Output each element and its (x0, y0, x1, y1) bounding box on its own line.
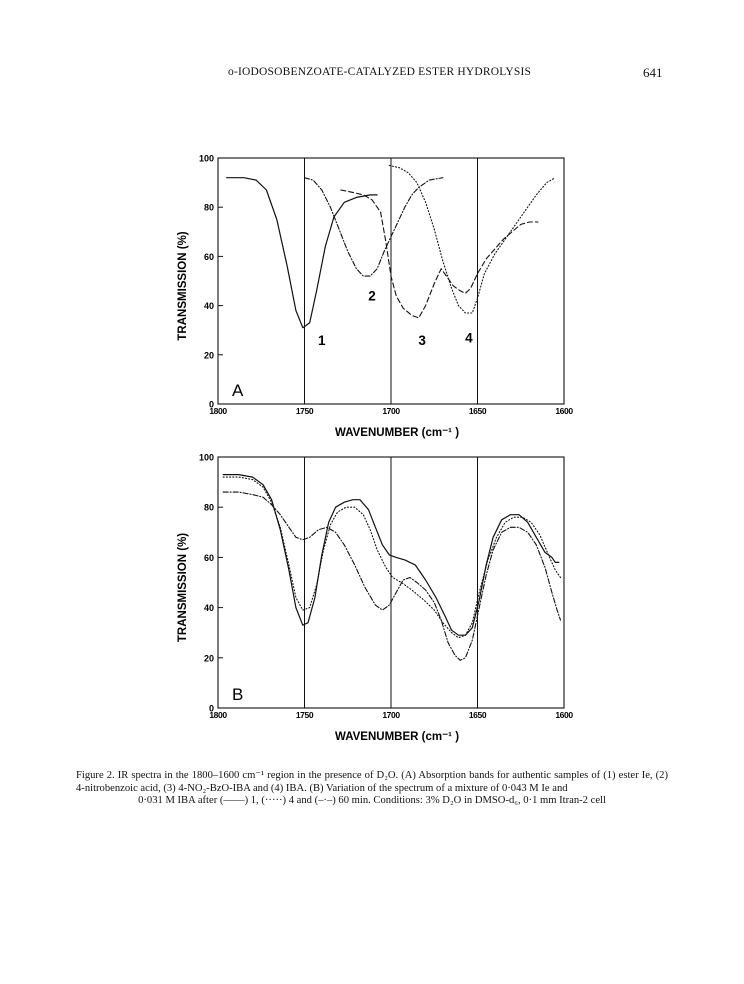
x-tick-label-1800: 1800 (209, 710, 227, 720)
x-tick-label-1650: 1650 (469, 406, 487, 416)
y-tick-label-100: 100 (199, 154, 214, 164)
series-line-3 (340, 189, 539, 319)
series-line-4 (388, 164, 556, 314)
y-tick-label-60: 60 (204, 252, 214, 262)
panel-label: A (232, 381, 244, 400)
series-label-2: 2 (368, 289, 376, 304)
running-header: o-IODOSOBENZOATE-CATALYZED ESTER HYDROLY… (0, 65, 744, 86)
series-line-60-min (222, 491, 562, 661)
series-line-2 (303, 177, 444, 277)
panel-a-chart: 0 20 40 60 80 100 1800 1750 1700 1650 1600 WAVENUMB… (177, 154, 574, 440)
y-tick-label-20: 20 (204, 653, 214, 663)
y-tick-label-60: 60 (204, 553, 214, 563)
series-line-1 (226, 177, 378, 329)
y-tick-label-0: 0 (209, 704, 214, 714)
y-tick-label-40: 40 (204, 301, 214, 311)
x-tick-label-1700: 1700 (382, 710, 400, 720)
figure-caption: Figure 2. IR spectra in the 1800–1600 cm… (76, 770, 668, 808)
x-tick-label-1800: 1800 (209, 406, 227, 416)
x-tick-label-1700: 1700 (382, 406, 400, 416)
y-tick-label-40: 40 (204, 603, 214, 613)
series-label-1: 1 (318, 333, 326, 348)
x-axis-label: WAVENUMBER (cm⁻¹ ) (335, 427, 459, 439)
caption-line-2: Ie, (2) 4-nitrobenzoic acid, (3) 4-NO₂-B… (76, 770, 668, 794)
x-tick-label-1750: 1750 (296, 406, 314, 416)
x-tick-label-1600: 1600 (555, 406, 573, 416)
x-axis-label: WAVENUMBER (cm⁻¹ ) (335, 731, 459, 743)
caption-line-1: Figure 2. IR spectra in the 1800–1600 cm… (76, 770, 639, 781)
y-tick-label-20: 20 (204, 350, 214, 360)
x-tick-label-1650: 1650 (469, 710, 487, 720)
series-label-4: 4 (465, 331, 473, 346)
y-axis-label: TRANSMISSION (%) (177, 231, 189, 340)
running-head-title: o-IODOSOBENZOATE-CATALYZED ESTER HYDROLY… (228, 66, 532, 78)
caption-line-3: 0·031 M IBA after (——) 1, (·····) 4 and … (138, 795, 606, 807)
x-tick-label-1750: 1750 (296, 710, 314, 720)
series-line-4-min (222, 476, 562, 639)
y-tick-label-80: 80 (204, 503, 214, 513)
y-axis-label: TRANSMISSION (%) (177, 533, 189, 642)
y-tick-label-100: 100 (199, 453, 214, 463)
x-tick-label-1600: 1600 (555, 710, 573, 720)
y-tick-label-80: 80 (204, 203, 214, 213)
y-tick-label-0: 0 (209, 400, 214, 410)
panel-label: B (232, 685, 243, 704)
page-number: 641 (643, 65, 663, 80)
series-line-1-min (222, 474, 560, 636)
series-label-3: 3 (418, 333, 426, 348)
panel-b-chart: 0 20 40 60 80 100 1800 1750 1700 1650 1600 WAVENUMB… (177, 453, 574, 744)
